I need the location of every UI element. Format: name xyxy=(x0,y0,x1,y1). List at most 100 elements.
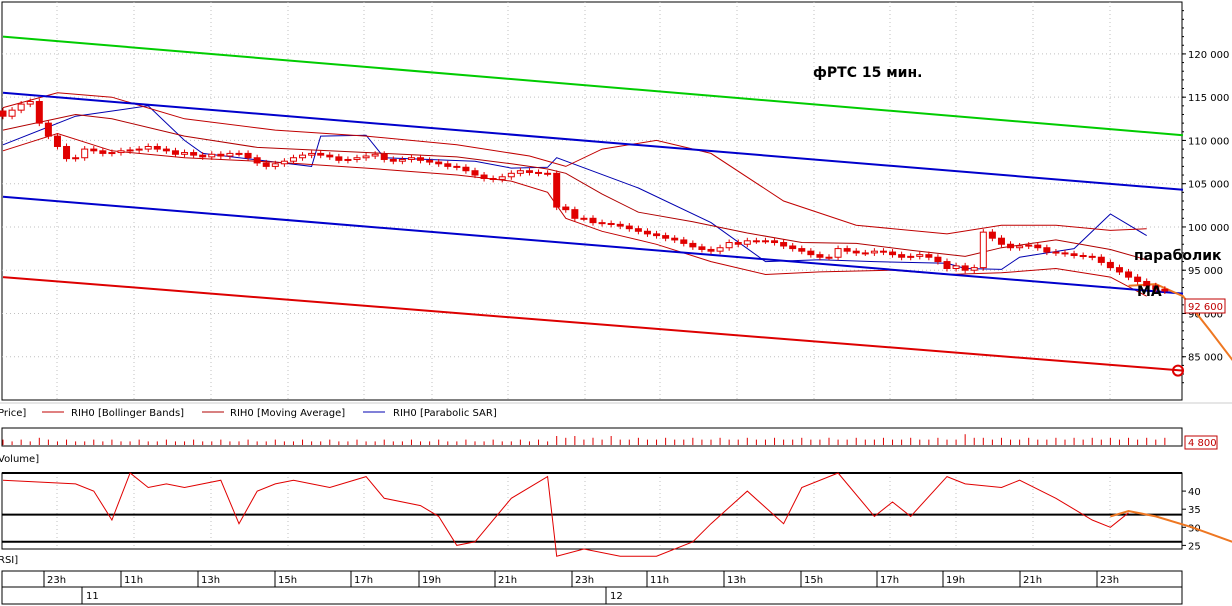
candle xyxy=(181,152,189,155)
candle xyxy=(1115,267,1123,273)
candle xyxy=(997,237,1005,245)
candle xyxy=(407,157,415,160)
candle xyxy=(226,152,234,157)
candle xyxy=(1161,288,1169,292)
candle xyxy=(108,152,116,155)
candle xyxy=(444,163,452,167)
last-volume-label: 4 800 xyxy=(1188,438,1217,449)
candle xyxy=(634,228,642,232)
candle xyxy=(843,248,851,252)
candle xyxy=(988,231,996,239)
last-volume-badge xyxy=(1184,435,1218,450)
candle xyxy=(961,265,969,271)
price-overlay xyxy=(1172,364,1184,377)
candle xyxy=(81,148,89,159)
candle xyxy=(398,158,406,162)
candle xyxy=(562,206,570,211)
candle xyxy=(498,176,506,180)
candle xyxy=(253,157,261,164)
candle xyxy=(362,155,370,159)
candle xyxy=(970,267,978,271)
candle xyxy=(525,170,533,173)
candle xyxy=(689,242,697,248)
hour-label: 19h xyxy=(946,575,965,586)
candle xyxy=(798,248,806,252)
candle xyxy=(8,109,16,117)
rsi-lines xyxy=(2,472,1232,557)
candle xyxy=(199,154,207,158)
rsi-grid xyxy=(2,472,1182,549)
candle xyxy=(879,250,887,253)
hour-label: 23h xyxy=(1100,575,1119,586)
series-rih0-bollinger-bands-upper xyxy=(2,92,1147,235)
candle xyxy=(153,145,161,150)
candle xyxy=(861,252,869,255)
candle xyxy=(771,240,779,244)
candle xyxy=(898,254,906,258)
volume-panel xyxy=(1,427,1183,447)
series-channel-support xyxy=(2,195,1184,295)
legend-volume: Volume] xyxy=(0,454,39,465)
candle xyxy=(171,150,179,155)
candle xyxy=(462,166,470,172)
candle xyxy=(235,152,243,155)
candle xyxy=(1134,276,1142,282)
candle xyxy=(271,163,279,167)
candle xyxy=(417,157,425,161)
candle xyxy=(907,255,915,258)
price-axis: 120 000 115 000 110 000 105 000 100 000 95 00… xyxy=(1182,10,1229,384)
price-panel xyxy=(1,1,1183,401)
candle xyxy=(280,160,288,165)
candle xyxy=(925,254,933,258)
candle xyxy=(135,148,143,151)
candle xyxy=(53,135,61,147)
candle xyxy=(743,240,751,245)
candle xyxy=(389,158,397,162)
hour-label: 11h xyxy=(650,575,669,586)
price-tick-label: 120 000 xyxy=(1188,50,1229,61)
candle xyxy=(1097,256,1105,263)
price-tick-label: 105 000 xyxy=(1188,180,1229,191)
candle xyxy=(889,251,897,256)
day-label: 12 xyxy=(610,591,623,602)
candle xyxy=(208,153,216,158)
rsi-forecast-line xyxy=(1110,509,1232,543)
candle xyxy=(752,240,760,243)
hour-label: 13h xyxy=(201,575,220,586)
candle xyxy=(1143,280,1151,287)
candle xyxy=(35,101,43,124)
price-tick-label: 115 000 xyxy=(1188,93,1229,104)
candle xyxy=(335,156,343,161)
candle xyxy=(934,256,942,263)
hour-label: 17h xyxy=(354,575,373,586)
ma-label: MA xyxy=(1137,284,1162,300)
candle xyxy=(852,250,860,254)
candle xyxy=(598,222,606,225)
candle xyxy=(616,223,624,227)
candle xyxy=(380,153,388,160)
price-lines xyxy=(2,35,1232,372)
candle xyxy=(489,178,497,181)
candle xyxy=(1043,247,1051,253)
series-upper-channel xyxy=(2,35,1184,137)
candle xyxy=(580,217,588,220)
candle xyxy=(26,101,34,105)
hour-label: 23h xyxy=(575,575,594,586)
candle xyxy=(1061,252,1069,255)
candle xyxy=(553,172,561,208)
legend-rsi: RSI] xyxy=(0,555,18,566)
hour-label: 23h xyxy=(47,575,66,586)
candle xyxy=(1052,251,1060,254)
hour-label: 15h xyxy=(804,575,823,586)
price-tick-label: 110 000 xyxy=(1188,136,1229,147)
candle xyxy=(1125,271,1133,278)
candle xyxy=(17,103,25,111)
rsi-tick-label: 25 xyxy=(1188,541,1201,552)
price-tick-label: 85 000 xyxy=(1188,353,1223,364)
candle xyxy=(952,265,960,269)
candle xyxy=(716,247,724,252)
candle xyxy=(625,225,633,230)
candle xyxy=(816,254,824,258)
